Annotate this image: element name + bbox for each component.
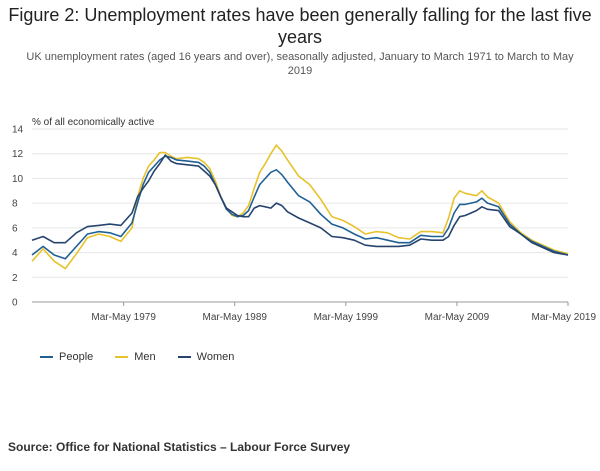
x-tick-label-2: Mar-May 1999 (314, 312, 379, 323)
x-tick-label-0: Mar-May 1979 (91, 312, 156, 323)
source-note: Source: Office for National Statistics –… (8, 440, 351, 454)
legend-item-people[interactable]: People (40, 351, 93, 363)
y-tick-2: 2 (12, 273, 18, 284)
legend-item-men[interactable]: Men (115, 351, 156, 363)
legend-label-women: Women (196, 351, 235, 363)
x-tick-label-4: Mar-May 2019 (532, 312, 597, 323)
legend-label-people: People (59, 351, 94, 363)
series-lines (31, 144, 569, 270)
y-tick-0: 0 (12, 298, 18, 309)
legend-item-women[interactable]: Women (177, 351, 235, 363)
x-tick-labels: Mar-May 1979 Mar-May 1989 Mar-May 1999 Mar-… (91, 302, 596, 323)
y-tick-8: 8 (12, 199, 18, 210)
y-axis-label: % of all economically active (32, 117, 155, 128)
legend-swatch-people (40, 356, 53, 358)
chart-subtitle: UK unemployment rates (aged 16 years and… (26, 51, 574, 77)
x-tick-label-3: Mar-May 2009 (425, 312, 490, 323)
chart-title: Figure 2: Unemployment rates have been g… (8, 5, 592, 47)
y-tick-6: 6 (12, 223, 18, 234)
y-tick-labels: 0 2 4 6 8 10 12 14 (12, 125, 24, 309)
gridlines (32, 128, 568, 303)
series-line-women (31, 154, 569, 256)
series-line-men (31, 144, 569, 270)
legend-swatch-women (177, 356, 191, 358)
legend: People Men Women (40, 351, 256, 363)
legend-label-men: Men (134, 351, 156, 363)
y-tick-4: 4 (12, 248, 18, 259)
x-tick-label-1: Mar-May 1989 (203, 312, 268, 323)
y-tick-14: 14 (12, 125, 24, 136)
legend-swatch-men (115, 356, 129, 358)
series-line-people (31, 155, 569, 260)
y-tick-10: 10 (12, 174, 24, 185)
y-tick-12: 12 (12, 149, 24, 160)
